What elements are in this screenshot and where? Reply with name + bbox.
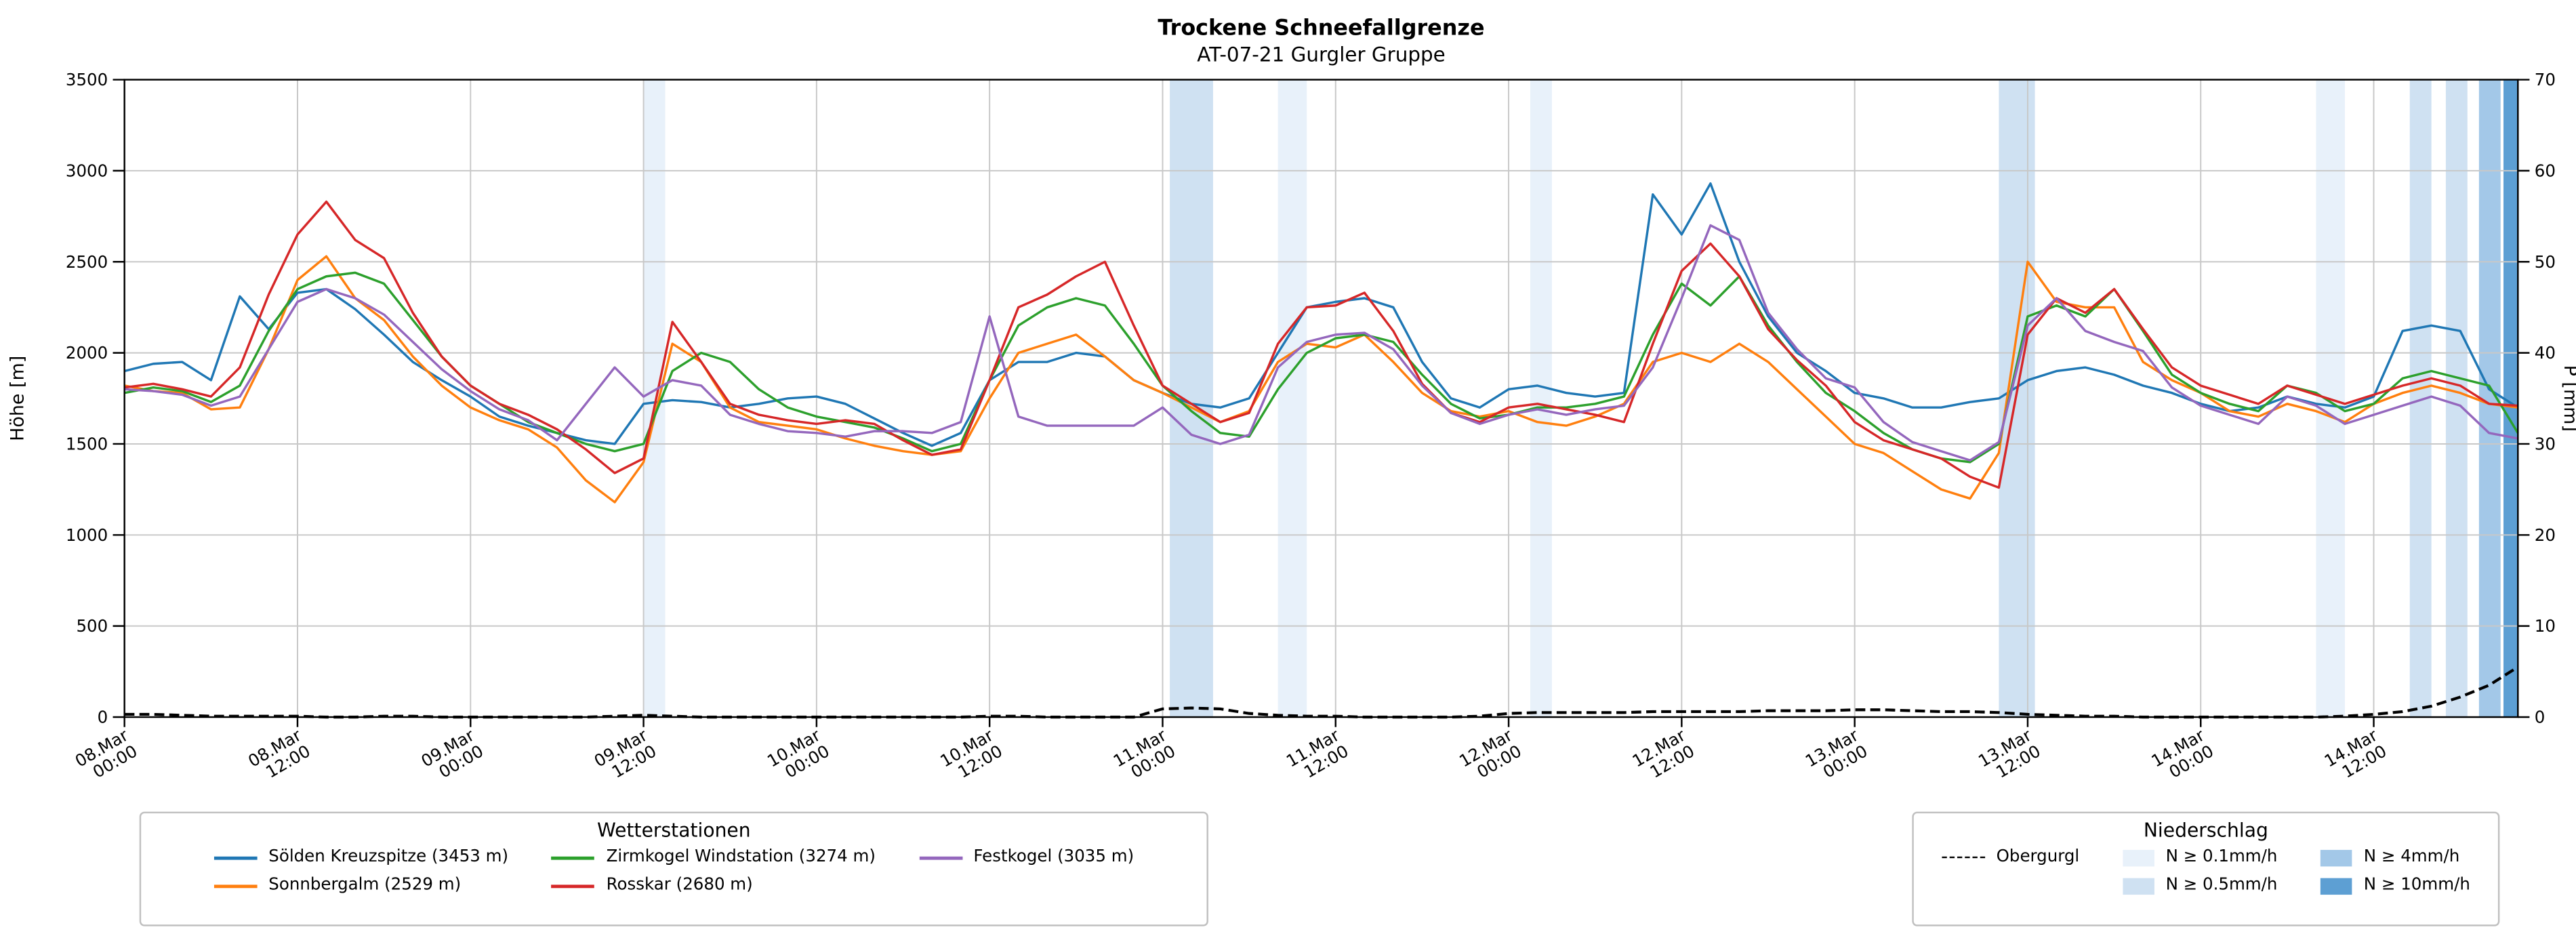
legend-column: Obergurgl	[1941, 848, 2080, 895]
legend-label: Obergurgl	[1996, 848, 2080, 867]
legend-label: N ≥ 0.5mm/h	[2165, 876, 2278, 895]
y-left-tick-label: 2000	[66, 343, 108, 363]
legend-niederschlag: Niederschlag Obergurgl N ≥ 0.1mm/h N ≥ 0…	[1912, 811, 2500, 927]
series-line-zirmkogel-windstation-3274-m	[124, 271, 2519, 464]
precip-band-level-2	[1999, 79, 2035, 718]
legend-column: Sölden Kreuzspitze (3453 m) Sonnbergalm …	[213, 848, 508, 895]
precip-band-level-1	[1530, 79, 1552, 718]
x-tick-label: 10.Mar12:00	[937, 725, 1006, 786]
legend-label: N ≥ 4mm/h	[2363, 848, 2460, 867]
legend-item-station: Festkogel (3035 m)	[918, 848, 1134, 867]
dashed-line-swatch	[1941, 856, 1985, 859]
series-line-s-lden-kreuzspitze-3453-m	[124, 182, 2519, 447]
line-swatch-zirmkogel	[551, 855, 595, 859]
legend-item-station: Rosskar (2680 m)	[551, 876, 876, 895]
precip-swatch-10mm	[2321, 877, 2352, 894]
x-tick-label: 11.Mar00:00	[1110, 725, 1180, 786]
y-right-axis-label: P [mm]	[2560, 365, 2576, 432]
x-tick-label: 12.Mar12:00	[1629, 725, 1698, 786]
legend-wetterstationen-title: Wetterstationen	[596, 818, 751, 842]
series-line-obergurgl	[124, 666, 2519, 719]
precip-swatch-0.1mm	[2122, 849, 2154, 866]
y-left-tick-label: 0	[98, 708, 108, 727]
y-left-tick-label: 500	[76, 616, 108, 636]
line-swatch-rosskar	[551, 884, 595, 888]
legend-column: Festkogel (3035 m)	[918, 848, 1134, 895]
legend-item-precip-level: N ≥ 0.1mm/h	[2122, 848, 2278, 867]
y-right-tick-label: 40	[2535, 343, 2556, 363]
x-tick-label: 14.Mar12:00	[2321, 725, 2391, 786]
y-right-tick-label: 70	[2535, 70, 2556, 89]
x-tick-label: 12.Mar00:00	[1456, 725, 1526, 786]
plot-frame	[123, 79, 2519, 718]
chart-title: Trockene Schneefallgrenze	[1158, 14, 1484, 40]
legend-label: N ≥ 0.1mm/h	[2165, 848, 2278, 867]
x-tick-label: 08.Mar00:00	[72, 725, 142, 786]
x-tick-label: 13.Mar00:00	[1802, 725, 1872, 786]
y-left-tick-label: 2500	[66, 252, 108, 272]
legend-column: N ≥ 4mm/h N ≥ 10mm/h	[2321, 848, 2470, 895]
x-tick-label: 10.Mar00:00	[764, 725, 834, 786]
axis-ticks-layer: 0 500 1000 1500 2000 2500 3000 3500 0 10 20 30 40 50 6…	[66, 70, 2556, 786]
precip-band-level-4	[2503, 79, 2518, 718]
series-line-sonnbergalm-2529-m	[124, 255, 2518, 504]
y-right-tick-label: 20	[2535, 525, 2556, 545]
legend-wetterstationen-items: Sölden Kreuzspitze (3453 m) Sonnbergalm …	[155, 848, 1193, 895]
legend-column: Zirmkogel Windstation (3274 m) Rosskar (…	[551, 848, 876, 895]
y-left-tick-label: 3000	[66, 161, 108, 180]
legend-label: Sonnbergalm (2529 m)	[268, 876, 462, 895]
series-layer	[124, 182, 2519, 719]
line-swatch-festkogel	[918, 855, 962, 859]
x-tick-label: 09.Mar00:00	[417, 725, 487, 786]
chart-subtitle: AT-07-21 Gurgler Gruppe	[1197, 43, 1445, 66]
x-tick-label: 08.Mar12:00	[245, 725, 314, 786]
legend-item-station: Sölden Kreuzspitze (3453 m)	[213, 848, 508, 866]
y-right-tick-label: 10	[2535, 616, 2556, 636]
series-line-festkogel-3035-m	[124, 224, 2518, 462]
y-left-axis-label: Höhe [m]	[7, 356, 28, 441]
y-left-tick-label: 1000	[66, 525, 108, 545]
series-line-rosskar-2680-m	[124, 200, 2518, 489]
precip-band-level-2	[2445, 79, 2468, 718]
precip-bands-layer	[643, 79, 2518, 718]
line-swatch-soelden	[213, 855, 258, 859]
line-swatch-sonnbergalm	[213, 884, 258, 888]
legend-label: Zirmkogel Windstation (3274 m)	[606, 848, 876, 867]
legend-label: N ≥ 10mm/h	[2363, 876, 2470, 895]
precip-band-level-1	[1277, 79, 1307, 718]
legend-column: N ≥ 0.1mm/h N ≥ 0.5mm/h	[2122, 848, 2278, 895]
legend-wetterstationen: Wetterstationen Sölden Kreuzspitze (3453…	[139, 811, 1208, 927]
x-tick-label: 09.Mar12:00	[591, 725, 661, 786]
legend-label: Sölden Kreuzspitze (3453 m)	[268, 848, 509, 867]
x-tick-label: 13.Mar12:00	[1975, 725, 2045, 786]
legend-item-obergurgl: Obergurgl	[1941, 848, 2080, 867]
y-right-tick-label: 50	[2535, 252, 2556, 272]
legend-item-station: Zirmkogel Windstation (3274 m)	[551, 848, 876, 867]
legend-item-precip-level: N ≥ 0.5mm/h	[2122, 876, 2278, 895]
legend-niederschlag-title: Niederschlag	[2143, 818, 2268, 842]
y-right-tick-label: 60	[2535, 161, 2556, 180]
legend-item-station: Sonnbergalm (2529 m)	[213, 876, 508, 895]
y-left-tick-label: 1500	[66, 434, 108, 454]
legend-niederschlag-items: Obergurgl N ≥ 0.1mm/h N ≥ 0.5mm/h N ≥ 4m…	[1927, 848, 2485, 895]
legend-label: Festkogel (3035 m)	[973, 848, 1134, 867]
precip-swatch-4mm	[2321, 849, 2352, 866]
x-tick-label: 14.Mar00:00	[2148, 725, 2217, 786]
y-right-tick-label: 30	[2535, 434, 2556, 454]
precip-swatch-0.5mm	[2122, 877, 2154, 894]
x-tick-label: 11.Mar12:00	[1283, 725, 1353, 786]
legend-item-precip-level: N ≥ 4mm/h	[2321, 848, 2470, 866]
y-right-tick-label: 0	[2535, 708, 2546, 727]
legend-item-precip-level: N ≥ 10mm/h	[2321, 876, 2470, 895]
plot-frame-layer	[123, 79, 2519, 718]
legend-label: Rosskar (2680 m)	[606, 876, 753, 895]
y-left-tick-label: 3500	[66, 70, 108, 89]
